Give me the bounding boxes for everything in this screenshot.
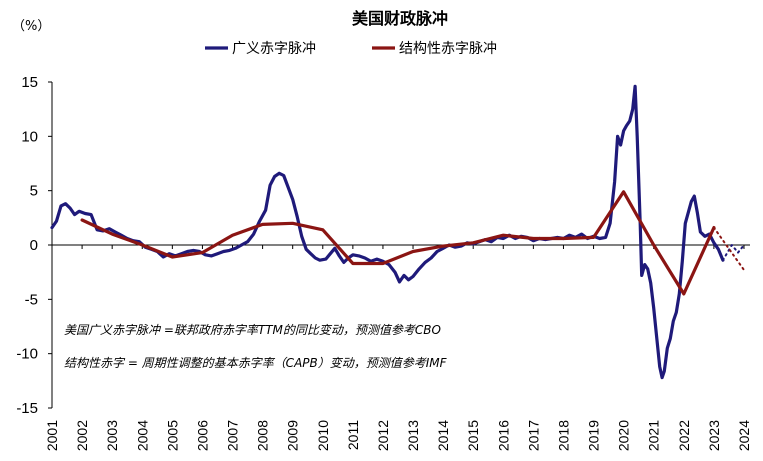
annotation-structural-deficit-definition: 结构性赤字 = 周期性调整的基本赤字率（CAPB）变动，预测值参考IMF bbox=[64, 356, 448, 370]
x-tick-label: 2017 bbox=[525, 420, 541, 451]
x-tick-label: 2020 bbox=[616, 420, 632, 451]
x-tick-label: 2019 bbox=[586, 420, 602, 451]
x-tick-label: 2004 bbox=[134, 420, 150, 451]
x-tick-label: 2022 bbox=[676, 420, 692, 451]
x-tick-label: 2021 bbox=[646, 420, 662, 451]
legend-label-structural-deficit-impulse: 结构性赤字脉冲 bbox=[399, 41, 497, 57]
x-tick-label: 2014 bbox=[435, 420, 451, 451]
x-tick-label: 2018 bbox=[555, 420, 571, 451]
y-tick-label: 5 bbox=[30, 183, 38, 200]
x-tick-label: 2012 bbox=[375, 420, 391, 451]
x-tick-label: 2007 bbox=[225, 420, 241, 451]
y-unit-label: （%） bbox=[12, 19, 50, 34]
x-tick-label: 2016 bbox=[495, 420, 511, 451]
x-tick-label: 2023 bbox=[706, 420, 722, 451]
y-tick-label: 15 bbox=[21, 74, 38, 91]
series-line-3 bbox=[712, 226, 745, 271]
y-tick-label: -10 bbox=[16, 346, 38, 363]
x-tick-label: 2015 bbox=[465, 420, 481, 451]
axes: 15 10 5 0 -5 -10 -15 2001 2002 2003 2004 2005 2006 20… bbox=[16, 74, 752, 451]
x-tick-label: 2006 bbox=[194, 420, 210, 451]
x-tick-label: 2003 bbox=[104, 420, 120, 451]
chart-title: 美国财政脉冲 bbox=[352, 9, 448, 28]
y-tick-label: -15 bbox=[16, 400, 38, 417]
y-tick-label: 0 bbox=[30, 237, 38, 254]
legend: 广义赤字脉冲 结构性赤字脉冲 bbox=[205, 41, 497, 57]
x-tick-label: 2009 bbox=[285, 420, 301, 451]
x-tick-label: 2024 bbox=[736, 420, 752, 451]
annotations: 美国广义赤字脉冲 =联邦政府赤字率TTM的同比变动，预测值参考CBO 结构性赤字… bbox=[64, 323, 448, 370]
y-tick-label: -5 bbox=[25, 291, 38, 308]
x-tick-label: 2002 bbox=[74, 420, 90, 451]
x-tick-label: 2001 bbox=[44, 420, 60, 451]
annotation-broad-deficit-definition: 美国广义赤字脉冲 =联邦政府赤字率TTM的同比变动，预测值参考CBO bbox=[64, 323, 441, 337]
x-tick-label: 2010 bbox=[315, 420, 331, 451]
x-tick-label: 2005 bbox=[164, 420, 180, 451]
series-line-2 bbox=[80, 190, 716, 296]
x-tick-label: 2013 bbox=[405, 420, 421, 451]
legend-label-broad-deficit-impulse: 广义赤字脉冲 bbox=[232, 41, 316, 57]
x-tick-label: 2008 bbox=[255, 420, 271, 451]
x-tick-label: 2011 bbox=[345, 420, 361, 450]
series-line-1 bbox=[721, 244, 745, 262]
plot-area bbox=[50, 84, 745, 380]
y-tick-label: 10 bbox=[21, 128, 38, 145]
